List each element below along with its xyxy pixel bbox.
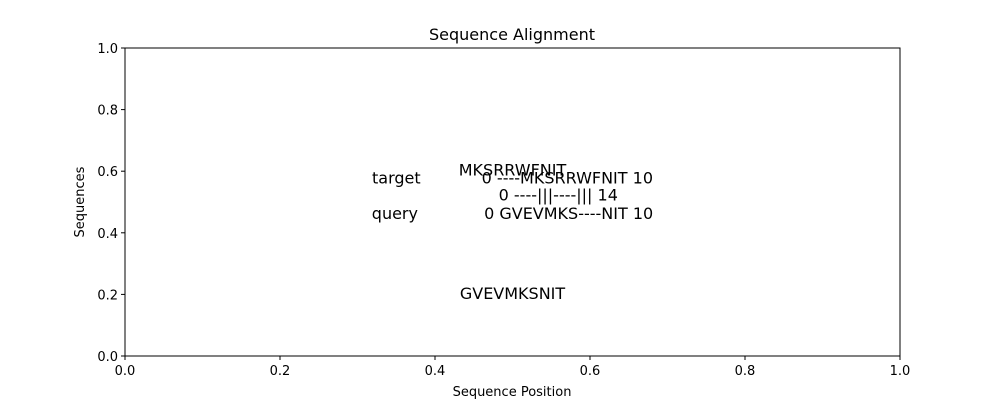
y-tick-label: 0.4	[97, 227, 118, 242]
y-tick-label: 0.8	[97, 104, 118, 119]
y-tick-label: 1.0	[97, 42, 118, 57]
alignment-query-line: query 0 GVEVMKS----NIT 10	[372, 204, 653, 223]
x-axis-label: Sequence Position	[453, 385, 572, 400]
y-tick-label: 0.6	[97, 165, 118, 180]
y-tick-label: 0.0	[97, 350, 118, 365]
alignment-match-line: 0 ----|||----||| 14	[407, 185, 618, 204]
x-axis: 0.0 0.2 0.4 0.6 0.8 1.0	[115, 356, 911, 379]
x-tick-label: 0.6	[580, 364, 601, 379]
x-tick-label: 0.0	[115, 364, 136, 379]
alignment-target-line: target 0 ----MKSRRWFNIT 10	[372, 168, 653, 187]
query-sequence-label: GVEVMKSNIT	[460, 284, 566, 303]
x-tick-label: 0.4	[425, 364, 446, 379]
x-tick-label: 0.2	[270, 364, 291, 379]
x-tick-label: 0.8	[735, 364, 756, 379]
x-tick-label: 1.0	[890, 364, 911, 379]
plot-frame	[124, 47, 901, 357]
alignment-annotations: MKSRRWFNIT GVEVMKSNIT target 0 ----MKSRRWF…	[372, 161, 653, 303]
y-axis: 0.0 0.2 0.4 0.6 0.8 1.0	[97, 42, 125, 365]
chart-title: Sequence Alignment	[429, 25, 595, 44]
y-tick-label: 0.2	[97, 288, 118, 303]
y-axis-label: Sequences	[73, 166, 88, 237]
target-sequence-label: MKSRRWFNIT	[459, 161, 567, 180]
